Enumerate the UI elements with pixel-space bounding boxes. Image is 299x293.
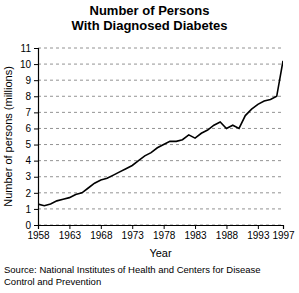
tick-label: 11 bbox=[21, 43, 32, 54]
tick: 7 bbox=[25, 107, 38, 118]
tick-mark bbox=[34, 96, 38, 97]
grid-line bbox=[38, 112, 283, 113]
x-axis: 1958 1963 1968 1973 1978 1983 1988 19931997 bbox=[27, 225, 295, 241]
tick: 8 bbox=[25, 91, 38, 102]
tick: 2 bbox=[25, 188, 38, 199]
tick: 1958 bbox=[27, 225, 50, 241]
y-axis: 0 1 2 3 4 5 6 7 8 9 10 11 bbox=[20, 43, 39, 231]
tick: 1973 bbox=[122, 225, 145, 241]
tick: 1997 bbox=[272, 225, 295, 241]
tick-label: 1988 bbox=[216, 230, 239, 241]
title-line: With Diagnosed Diabetes bbox=[72, 18, 228, 33]
tick-mark bbox=[34, 128, 38, 129]
tick-label: 1968 bbox=[90, 230, 113, 241]
tick-label: 10 bbox=[20, 59, 32, 70]
annotation: Control and Prevention bbox=[4, 276, 101, 287]
tick: 0 bbox=[25, 220, 38, 231]
tick-label: 2 bbox=[25, 188, 31, 199]
tick-mark bbox=[34, 209, 38, 210]
plot-area bbox=[38, 61, 283, 206]
grid-line bbox=[38, 192, 283, 193]
axis-line bbox=[39, 226, 284, 230]
tick-mark bbox=[283, 225, 284, 229]
tick: 6 bbox=[25, 123, 38, 134]
x-axis-title: Year bbox=[149, 247, 172, 259]
tick-mark bbox=[34, 80, 38, 81]
tick-label: 1 bbox=[25, 204, 31, 215]
tick-label: 9 bbox=[25, 75, 31, 86]
data-line bbox=[38, 61, 283, 206]
tick-mark bbox=[34, 177, 38, 178]
tick-mark bbox=[226, 225, 227, 229]
grid-line bbox=[38, 160, 283, 161]
tick-label: 0 bbox=[25, 220, 31, 231]
axis-line bbox=[34, 49, 39, 226]
tick: 1988 bbox=[216, 225, 239, 241]
tick-label: 4 bbox=[25, 155, 31, 166]
tick-label: 1997 bbox=[272, 230, 295, 241]
grid-line bbox=[38, 64, 283, 65]
tick-label: 8 bbox=[25, 91, 31, 102]
title: Number of PersonsWith Diagnosed Diabetes bbox=[72, 3, 228, 33]
tick-label: 6 bbox=[25, 123, 31, 134]
tick-mark bbox=[164, 225, 165, 229]
chart: Number of PersonsWith Diagnosed Diabetes… bbox=[0, 0, 299, 293]
tick-mark bbox=[38, 225, 39, 229]
tick-label: 3 bbox=[25, 171, 31, 182]
tick-label: 1978 bbox=[153, 230, 176, 241]
tick: 5 bbox=[25, 139, 38, 150]
tick-label: 1958 bbox=[27, 230, 50, 241]
tick-mark bbox=[195, 225, 196, 229]
tick: 1968 bbox=[90, 225, 113, 241]
tick-mark bbox=[34, 193, 38, 194]
title-line: Number of Persons bbox=[90, 3, 210, 18]
grid-line bbox=[38, 80, 283, 81]
tick-label: 7 bbox=[25, 107, 31, 118]
grid-line bbox=[38, 48, 283, 49]
tick: 3 bbox=[25, 171, 38, 182]
tick: 9 bbox=[25, 75, 38, 86]
tick-label: 1983 bbox=[184, 230, 207, 241]
tick-mark bbox=[34, 64, 38, 65]
tick-mark bbox=[258, 225, 259, 229]
grid-line bbox=[38, 208, 283, 209]
grid-line bbox=[38, 176, 283, 177]
tick-label: 5 bbox=[25, 139, 31, 150]
tick-mark bbox=[34, 48, 38, 49]
annotation: Source: National Institutes of Health an… bbox=[4, 264, 261, 275]
tick: 1993 bbox=[247, 225, 270, 241]
tick: 1963 bbox=[59, 225, 82, 241]
tick-mark bbox=[132, 225, 133, 229]
tick-mark bbox=[34, 145, 38, 146]
tick-mark bbox=[34, 112, 38, 113]
tick: 10 bbox=[20, 59, 38, 70]
tick-mark bbox=[34, 225, 38, 226]
grid-line bbox=[38, 128, 283, 129]
tick-mark bbox=[34, 161, 38, 162]
grid-line bbox=[38, 144, 283, 145]
tick-mark bbox=[101, 225, 102, 229]
tick-mark bbox=[69, 225, 70, 229]
tick: 1983 bbox=[184, 225, 207, 241]
tick-label: 1963 bbox=[59, 230, 82, 241]
tick-label: 1993 bbox=[247, 230, 270, 241]
tick: 11 bbox=[21, 43, 38, 54]
grid-line bbox=[38, 96, 283, 97]
tick-label: 1973 bbox=[122, 230, 145, 241]
tick: 1 bbox=[25, 204, 38, 215]
y-axis-title: Number of persons (millions) bbox=[2, 66, 14, 207]
grid bbox=[38, 48, 283, 225]
tick: 1978 bbox=[153, 225, 176, 241]
tick: 4 bbox=[25, 155, 38, 166]
